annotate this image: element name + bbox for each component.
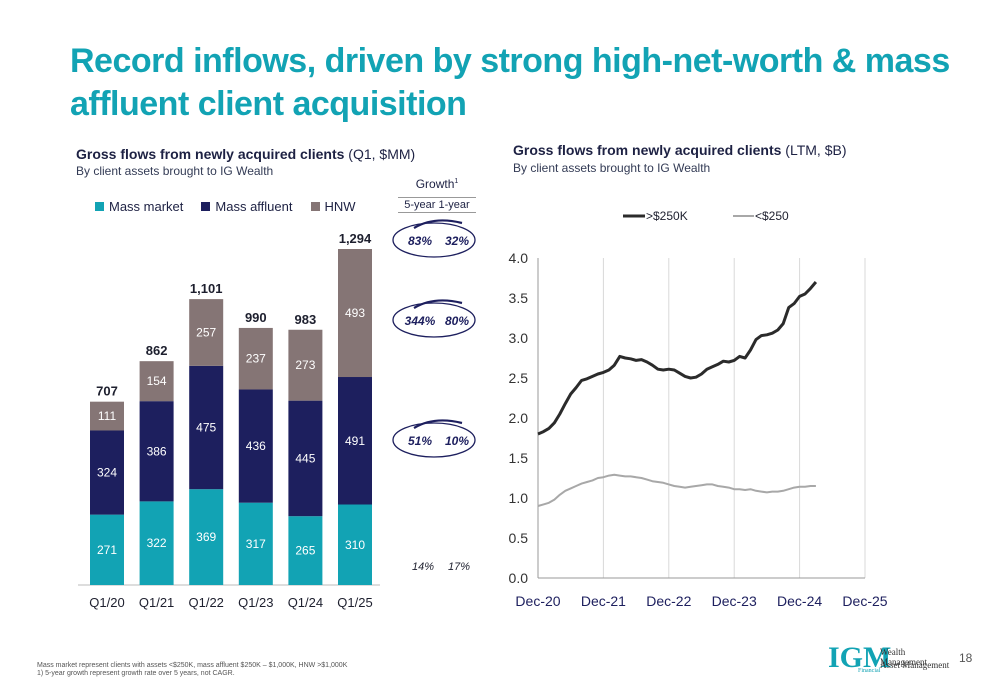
growth-oval xyxy=(392,422,476,458)
right-chart-title-suffix: (LTM, $B) xyxy=(785,142,847,158)
growth-header-text: Growth xyxy=(415,177,455,191)
bar-total-label: 1,101 xyxy=(190,281,223,296)
x-tick-label: Q1/23 xyxy=(238,595,273,610)
bar-total-label: 990 xyxy=(245,310,267,325)
footnote-1: Mass market represent clients with asset… xyxy=(37,662,348,669)
growth-one-year: 32% xyxy=(445,234,469,248)
x-tick-label: Q1/21 xyxy=(139,595,174,610)
bar-value-label: 491 xyxy=(345,434,365,448)
bar-value-label: 111 xyxy=(98,409,117,423)
bar-value-label: 322 xyxy=(147,536,167,550)
bar-segment xyxy=(338,377,372,505)
bar-segment xyxy=(90,401,124,431)
bar-segment xyxy=(288,400,323,517)
growth-columns-header: 5-year 1-year xyxy=(398,197,476,213)
bar-segment xyxy=(90,430,124,515)
bar-segment xyxy=(238,327,273,390)
bar-segment xyxy=(238,502,273,585)
legend-swatch-hnw xyxy=(310,202,320,211)
left-chart-legend: Mass market Mass affluent HNW xyxy=(95,199,356,214)
bar-value-label: 445 xyxy=(295,451,315,465)
bar-segment xyxy=(189,365,224,490)
growth-five-year: 83% xyxy=(408,234,432,248)
bar-segment xyxy=(288,516,323,585)
bar-total-label: 707 xyxy=(96,384,118,399)
bar-segment xyxy=(338,504,372,585)
growth-five-year: 51% xyxy=(408,434,432,448)
footnote-2: 1) 5-year growth represent growth rate o… xyxy=(37,670,235,677)
logo-line-1: Wealth Management xyxy=(880,647,927,667)
bar-segment xyxy=(139,401,174,502)
bar-value-label: 257 xyxy=(196,325,216,339)
bar-value-label: 475 xyxy=(196,421,216,435)
footnotes: Mass market represent clients with asset… xyxy=(37,662,347,678)
logo-line-2: Asset Management xyxy=(880,660,950,670)
bar-value-label: 273 xyxy=(295,358,315,372)
bar-segment xyxy=(189,489,224,585)
x-tick-label: Q1/22 xyxy=(188,595,223,610)
bar-value-label: 271 xyxy=(97,543,117,557)
bar-value-label: 436 xyxy=(246,439,266,453)
right-chart-title-text: Gross flows from newly acquired clients xyxy=(513,142,782,158)
bar-segment xyxy=(288,329,323,401)
bar-segment xyxy=(90,514,124,585)
growth-one-year: 10% xyxy=(445,434,469,448)
bar-value-label: 317 xyxy=(246,537,266,551)
growth-header-sup: 1 xyxy=(454,178,459,185)
growth-oval xyxy=(392,302,476,338)
growth-one-year: 80% xyxy=(445,314,469,328)
growth-oval xyxy=(392,222,476,258)
bar-value-label: 265 xyxy=(295,544,315,558)
bar-value-label: 154 xyxy=(147,374,167,388)
left-chart-title-suffix: (Q1, $MM) xyxy=(348,146,416,162)
bar-total-label: 862 xyxy=(146,343,168,358)
left-chart-title: Gross flows from newly acquired clients … xyxy=(76,146,415,162)
legend-swatch-mass-market xyxy=(95,202,104,211)
bar-value-label: 324 xyxy=(97,466,117,480)
growth-oval-swoosh xyxy=(413,419,463,429)
bar-value-label: 310 xyxy=(345,538,365,552)
growth-five-year: 344% xyxy=(405,314,436,328)
bar-segment xyxy=(139,361,174,402)
growth-five-year: 14% xyxy=(412,561,434,573)
legend-label-mass-affluent: Mass affluent xyxy=(215,199,293,214)
bar-total-label: 983 xyxy=(295,312,317,327)
growth-header: Growth1 xyxy=(402,177,472,191)
page-title: Record inflows, driven by strong high-ne… xyxy=(70,42,950,123)
left-chart-subtitle: By client assets brought to IG Wealth xyxy=(76,164,274,178)
growth-oval-swoosh xyxy=(413,299,463,309)
bar-segment xyxy=(238,389,273,503)
legend-label-mass-market: Mass market xyxy=(109,199,184,214)
growth-one-year: 17% xyxy=(448,561,470,573)
x-tick-label: Q1/25 xyxy=(337,595,372,610)
left-chart-title-text: Gross flows from newly acquired clients xyxy=(76,146,345,162)
growth-oval-swoosh xyxy=(413,219,463,229)
bar-segment xyxy=(139,501,174,585)
right-chart-title: Gross flows from newly acquired clients … xyxy=(513,142,847,158)
legend-label-hnw: HNW xyxy=(324,199,356,214)
bar-total-label: 1,294 xyxy=(339,231,372,246)
logo-tag: Financial xyxy=(858,668,881,674)
legend-swatch-mass-affluent xyxy=(201,202,211,211)
page-number: 18 xyxy=(959,651,973,665)
bar-value-label: 369 xyxy=(196,530,216,544)
bar-value-label: 386 xyxy=(147,444,167,458)
bar-segment xyxy=(189,299,224,366)
bar-value-label: 493 xyxy=(345,306,365,320)
logo-mark: IGM xyxy=(828,641,892,674)
igm-logo: IGM Wealth Management Asset Management F… xyxy=(828,641,953,677)
bar-segment xyxy=(338,249,372,378)
x-tick-label: Q1/20 xyxy=(89,595,124,610)
right-chart-subtitle: By client assets brought to IG Wealth xyxy=(513,161,711,175)
bar-value-label: 237 xyxy=(246,352,266,366)
x-tick-label: Q1/24 xyxy=(288,595,323,610)
